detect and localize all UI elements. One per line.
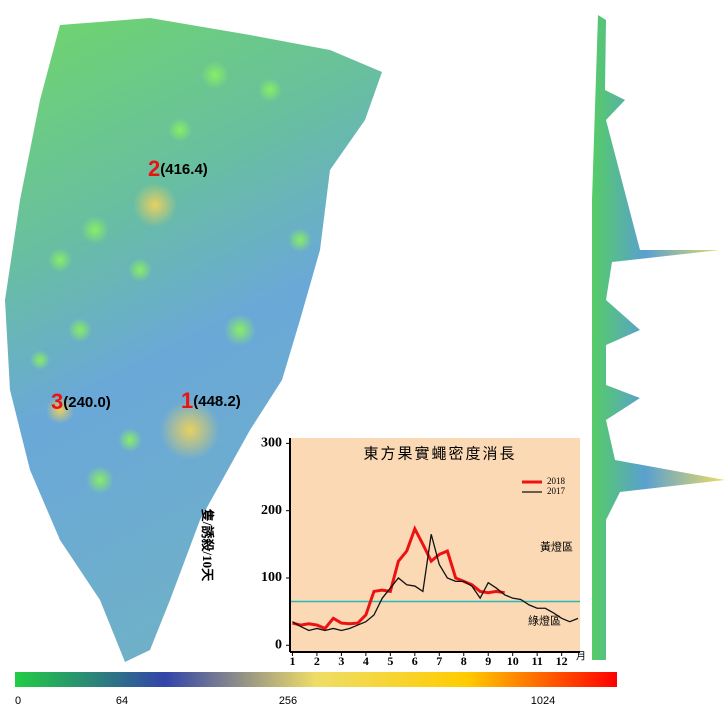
- y-tick-label: 300: [261, 436, 282, 451]
- series-line: [292, 534, 579, 632]
- y-tick-label: 200: [261, 503, 282, 518]
- y-tick-label: 0: [275, 637, 282, 652]
- rank: 1: [181, 388, 193, 413]
- marker-label: 2(416.4): [148, 156, 208, 181]
- colorbar-tick-label: 64: [116, 695, 128, 707]
- map: [5, 15, 725, 662]
- island: [5, 18, 382, 662]
- bumps: [30, 61, 312, 494]
- marker-label: 1(448.2): [181, 388, 241, 413]
- colorbar-tick-label: 0: [15, 695, 21, 707]
- chart-title: 東方果實蠅密度消長: [363, 444, 516, 462]
- x-tick-label: 3: [338, 654, 344, 668]
- plot-background: [290, 438, 580, 652]
- x-tick-label: 1: [289, 654, 295, 668]
- value: (416.4): [160, 161, 208, 178]
- x-tick-label: 5: [387, 654, 393, 668]
- annotation: 綠燈區: [528, 614, 561, 628]
- map-markers: 2(416.4) 3(240.0) 1(448.2): [51, 156, 241, 414]
- x-tick-label: 2: [314, 654, 320, 668]
- colorbar-bar: [15, 672, 617, 687]
- rank: 3: [51, 389, 63, 414]
- value: (240.0): [63, 394, 111, 411]
- x-tick-label: 12: [556, 654, 568, 668]
- marker-label: 3(240.0): [51, 389, 111, 414]
- colorbar-tick-label: 1024: [531, 695, 555, 707]
- x-tick-label: 4: [363, 654, 369, 668]
- x-tick-label: 11: [532, 654, 543, 668]
- x-tick-label: 9: [485, 654, 491, 668]
- series-line: [292, 525, 505, 631]
- colorbar-tick-label: 256: [279, 695, 297, 707]
- y-axis-label: 隻/誘殺/10天: [200, 508, 215, 582]
- x-unit: 月: [576, 650, 586, 662]
- colorbar: 0 64 256 1024: [15, 672, 617, 707]
- x-tick-label: 7: [436, 654, 442, 668]
- y-tick-label: 100: [261, 570, 282, 585]
- side-profile: [592, 15, 725, 660]
- annotation: 黃燈區: [540, 540, 573, 554]
- legend-label: 2017: [547, 486, 566, 496]
- value: (448.2): [193, 393, 241, 410]
- x-tick-label: 6: [412, 654, 418, 668]
- x-tick-label: 10: [507, 654, 519, 668]
- rank: 2: [148, 156, 160, 181]
- x-tick-label: 8: [461, 654, 467, 668]
- legend-label: 2018: [547, 476, 566, 486]
